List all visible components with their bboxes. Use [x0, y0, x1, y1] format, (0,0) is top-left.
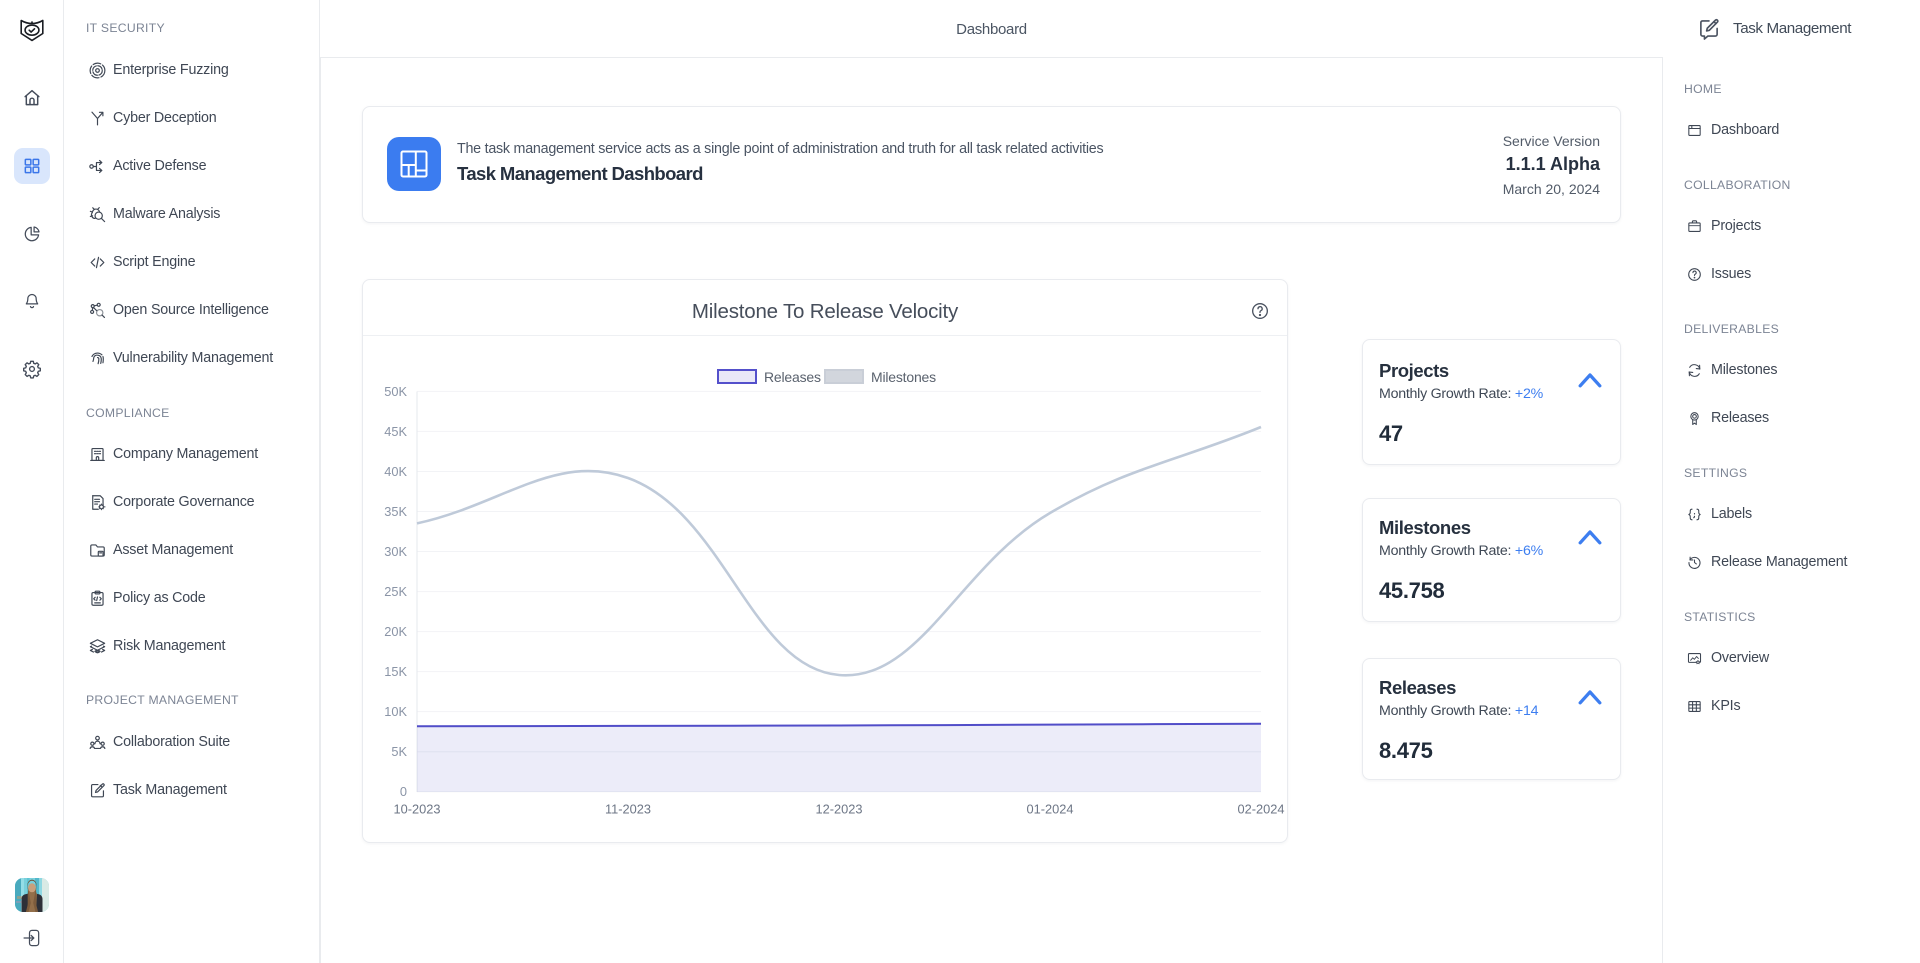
svg-text:0: 0: [400, 784, 407, 799]
svg-text:30K: 30K: [384, 544, 407, 559]
svg-text:40K: 40K: [384, 464, 407, 479]
svg-text:10K: 10K: [384, 704, 407, 719]
svg-text:25K: 25K: [384, 584, 407, 599]
svg-text:50K: 50K: [384, 384, 407, 399]
svg-text:20K: 20K: [384, 624, 407, 639]
svg-text:45K: 45K: [384, 424, 407, 439]
svg-text:12-2023: 12-2023: [816, 802, 863, 817]
svg-text:10-2023: 10-2023: [394, 802, 441, 817]
svg-text:5K: 5K: [391, 744, 407, 759]
svg-text:15K: 15K: [384, 664, 407, 679]
svg-text:35K: 35K: [384, 504, 407, 519]
svg-text:11-2023: 11-2023: [605, 802, 651, 817]
svg-text:02-2024: 02-2024: [1238, 802, 1285, 817]
svg-text:01-2024: 01-2024: [1027, 802, 1074, 817]
